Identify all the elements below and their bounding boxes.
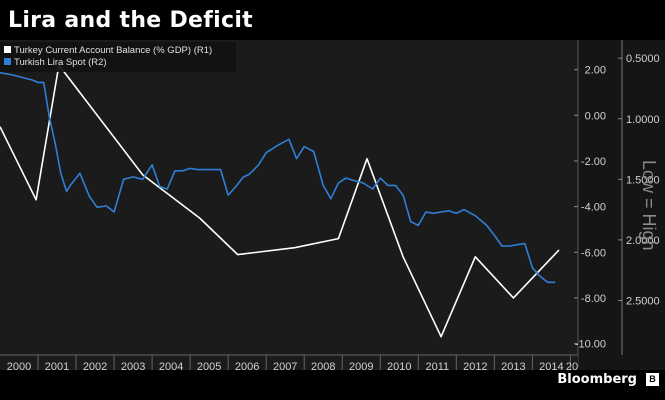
axis-note-low-high: Low = High bbox=[639, 160, 659, 251]
legend-label-lira-spot: Turkish Lira Spot (R2) bbox=[14, 57, 107, 68]
bloomberg-b-icon: B bbox=[646, 373, 659, 386]
legend-swatch-current-account bbox=[4, 46, 11, 53]
brand-logo-text: Bloomberg bbox=[557, 372, 637, 387]
legend-swatch-lira-spot bbox=[4, 58, 11, 65]
r2-tick-label: 2.0000 bbox=[626, 235, 660, 247]
r1-tick-label: -2.00 bbox=[581, 156, 606, 168]
footer-bar bbox=[0, 370, 665, 400]
legend-label-current-account: Turkey Current Account Balance (% GDP) (… bbox=[14, 45, 212, 56]
r1-tick-label: -4.00 bbox=[581, 202, 606, 214]
r2-tick-label: 1.0000 bbox=[626, 114, 660, 126]
series-line-current-account bbox=[0, 64, 560, 338]
legend-box bbox=[0, 42, 236, 72]
r1-tick-label: -8.00 bbox=[581, 293, 606, 305]
series-line-lira-spot bbox=[0, 71, 556, 284]
r2-tick-label: 1.5000 bbox=[626, 174, 660, 186]
chart-area: 2.00 0.00 -2.00 -4.00 -6.00 -8.00 -10.00 0.5000… bbox=[0, 40, 665, 380]
r2-tick-label: 2.5000 bbox=[626, 295, 660, 307]
plot-background bbox=[0, 40, 578, 355]
r2-tick-label: 0.5000 bbox=[626, 53, 660, 65]
r1-tick-label: 0.00 bbox=[585, 110, 606, 122]
chart-title: Lira and the Deficit bbox=[8, 8, 253, 33]
chart-svg: 2.00 0.00 -2.00 -4.00 -6.00 -8.00 -10.00 0.5000… bbox=[0, 40, 665, 380]
r1-tick-label: 2.00 bbox=[585, 65, 606, 77]
r1-tick-label: -6.00 bbox=[581, 247, 606, 259]
r1-tick-label: -10.00 bbox=[575, 339, 606, 351]
